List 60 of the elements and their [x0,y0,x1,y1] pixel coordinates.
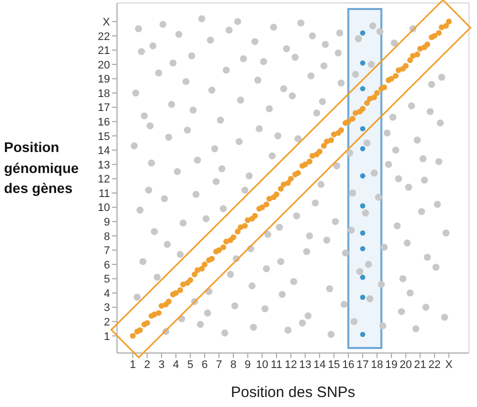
x-tick-label: 5 [187,358,194,371]
y-tick-label: X [102,16,111,28]
point [360,274,366,280]
y-tick-label: 3 [104,302,110,314]
y-tick-label: 20 [98,59,110,72]
x-tick-label: 9 [244,358,251,371]
y-tick-label: 13 [98,159,110,172]
y-tick-label: 15 [98,130,110,143]
x-tick-label: X [445,358,454,371]
y-tick-label: 22 [98,30,110,43]
x-tick-label: 13 [299,358,312,371]
x-tick-label: 14 [313,358,326,371]
x-tick-label: 11 [270,358,282,371]
x-tick-label: 16 [342,358,354,371]
point [360,30,366,36]
point [360,230,366,236]
x-tick-label: 8 [230,358,236,371]
y-tick-label: 1 [104,330,110,343]
x-tick-label: 6 [202,358,208,371]
point [360,332,366,338]
x-tick-label: 7 [216,358,222,371]
y-tick-label: 18 [98,88,110,100]
point [360,203,366,208]
y-tick-label: 5 [104,274,110,286]
x-tick-label: 18 [370,358,384,371]
x-tick-label: 12 [284,358,297,371]
point [360,60,366,66]
y-tick-label: 7 [104,245,110,258]
y-tick-label: 17 [98,102,110,114]
point [360,146,366,152]
y-tick-label: 10 [98,202,110,214]
y-tick-label: 19 [98,74,110,86]
y-tick-label: 8 [104,230,110,243]
x-tick-label: 3 [158,358,165,371]
y-tick-label: 9 [104,216,110,228]
x-tick-label: 22 [428,358,441,371]
x-tick-label: 4 [172,358,179,371]
x-tick-label: 17 [356,358,369,371]
x-tick-label: 1 [130,358,136,371]
y-tick-label: 2 [104,316,110,328]
point [360,246,366,252]
x-tick-label: 2 [144,358,150,371]
x-tick-label: 21 [414,358,426,371]
y-tick-label: 6 [104,259,110,272]
y-tick-label: 12 [98,174,110,186]
point [360,86,366,92]
x-axis-title: Position des SNPs [230,384,356,401]
point [360,294,366,300]
y-tick-label: 14 [98,145,110,158]
point [360,173,366,178]
y-tick-label: 4 [104,288,110,300]
x-tick-label: 10 [256,358,268,371]
point [360,126,366,132]
y-tick-label: 21 [98,45,110,58]
y-axis-title: Position génomique des gènes [4,138,80,198]
x-tick-label: 19 [385,358,398,371]
x-tick-label: 20 [400,358,412,371]
x-tick-label: 15 [328,358,340,371]
y-tick-label: 11 [98,188,110,200]
y-tick-label: 16 [98,116,110,128]
